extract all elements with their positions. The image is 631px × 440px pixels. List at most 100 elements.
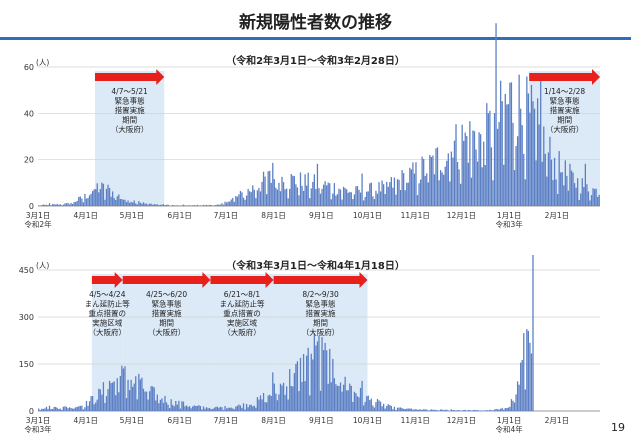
- chart1-bar: [65, 203, 68, 206]
- chart1-bar: [577, 178, 579, 206]
- chart2-bar: [141, 377, 143, 411]
- chart2-bar: [179, 408, 182, 411]
- chart1-bar: [144, 203, 146, 206]
- chart1-period-note-1: 緊急事態: [550, 96, 580, 106]
- chart2-bar: [472, 410, 474, 411]
- chart1-bar: [56, 203, 58, 206]
- chart1-bar: [225, 202, 228, 206]
- chart2-period-note-3: （大阪府）: [302, 327, 340, 337]
- chart1-bar: [152, 204, 154, 206]
- chart2-bar: [221, 407, 223, 411]
- chart1-bar: [38, 205, 40, 206]
- chart2-bar: [162, 402, 165, 411]
- chart1-bar: [48, 203, 51, 206]
- chart2-bar: [227, 407, 229, 411]
- chart1-bar: [386, 181, 388, 206]
- chart1-bar: [572, 172, 574, 206]
- chart2-bar: [161, 398, 163, 411]
- chart1-bar: [261, 181, 263, 206]
- chart1-bar: [392, 187, 394, 206]
- chart1-bar: [98, 192, 100, 206]
- chart1-bar: [321, 188, 323, 206]
- chart1-bar: [530, 84, 533, 206]
- chart2-bar: [84, 407, 86, 411]
- chart1-bar: [429, 155, 431, 206]
- chart2-bar: [270, 395, 272, 411]
- chart2-bar: [478, 410, 480, 411]
- chart2-bar: [121, 365, 123, 411]
- chart1-bar: [148, 203, 151, 206]
- chart2-bar: [466, 410, 468, 411]
- chart2-bar: [71, 408, 74, 411]
- chart2-bar: [373, 407, 376, 411]
- chart2-bar: [87, 405, 89, 411]
- chart2-bar: [441, 409, 443, 411]
- chart2-bar: [158, 403, 160, 411]
- chart2-bar: [195, 405, 197, 411]
- chart1-bar: [464, 132, 466, 206]
- chart1-bar: [338, 188, 340, 206]
- chart1-bar: [290, 174, 292, 206]
- chart2-bar: [155, 400, 157, 411]
- chart1-bar: [336, 194, 339, 206]
- chart1-bar: [526, 76, 528, 206]
- chart1-bar: [96, 183, 98, 206]
- chart1-bar: [73, 202, 75, 206]
- chart1-bar: [253, 189, 255, 206]
- chart2-bar: [247, 407, 249, 411]
- chart1-bar: [250, 192, 252, 206]
- chart2-bar: [205, 407, 208, 411]
- chart2-bar: [192, 406, 194, 411]
- chart2-bar: [483, 410, 485, 411]
- chart2-bar: [527, 330, 530, 411]
- chart1-bar: [115, 199, 117, 206]
- chart1-bar: [67, 202, 69, 206]
- chart1-bar: [578, 199, 580, 206]
- chart1-bar: [204, 205, 206, 206]
- chart2-bar: [127, 379, 129, 411]
- chart2-bar: [463, 410, 465, 411]
- chart2-bar: [159, 399, 162, 411]
- chart2-bar: [76, 406, 78, 411]
- chart2-bar: [403, 408, 405, 411]
- chart1-bar: [233, 201, 235, 206]
- chart1-bar: [384, 193, 386, 206]
- chart1-bar: [264, 176, 266, 206]
- chart2-bar: [362, 405, 365, 411]
- chart2-bar: [278, 394, 280, 411]
- chart1-bar: [510, 82, 513, 206]
- chart1-bar: [573, 183, 576, 206]
- chart1-bar: [586, 184, 588, 206]
- chart1-bar: [521, 125, 523, 206]
- chart2-period-note-0: 4/5～4/24: [89, 290, 126, 299]
- chart2-bar: [412, 409, 414, 411]
- chart1-bar: [480, 134, 482, 206]
- chart1-xtick-label: 5月1日: [120, 211, 145, 220]
- chart2-bar: [486, 410, 488, 411]
- chart1-bar: [210, 205, 212, 206]
- chart1-bar: [256, 190, 259, 206]
- chart2-bar: [198, 405, 200, 411]
- chart2-bar: [342, 384, 345, 411]
- chart1-bar: [378, 182, 380, 206]
- chart1-xtick-sublabel: 令和2年: [24, 219, 52, 229]
- chart1-bar: [523, 153, 525, 206]
- chart2-bar: [436, 410, 439, 411]
- chart1-bar: [279, 191, 282, 206]
- chart1-bar: [312, 181, 314, 206]
- chart2-period-note-2: 6/21～8/1: [224, 290, 261, 299]
- chart1-bar: [269, 170, 271, 206]
- chart1-bar: [393, 177, 396, 206]
- chart2-bar: [53, 406, 55, 411]
- chart2-period-shade-2: [210, 274, 274, 411]
- chart2-ytick-label: 300: [19, 313, 34, 322]
- chart1-bar: [518, 74, 520, 207]
- chart2-bar: [338, 385, 340, 411]
- chart1-bar: [295, 184, 297, 206]
- chart2-bar: [292, 386, 294, 411]
- chart2-bar: [353, 391, 356, 411]
- chart2-bar: [112, 382, 114, 411]
- chart2-bar: [298, 391, 300, 411]
- chart1-bar: [218, 204, 220, 206]
